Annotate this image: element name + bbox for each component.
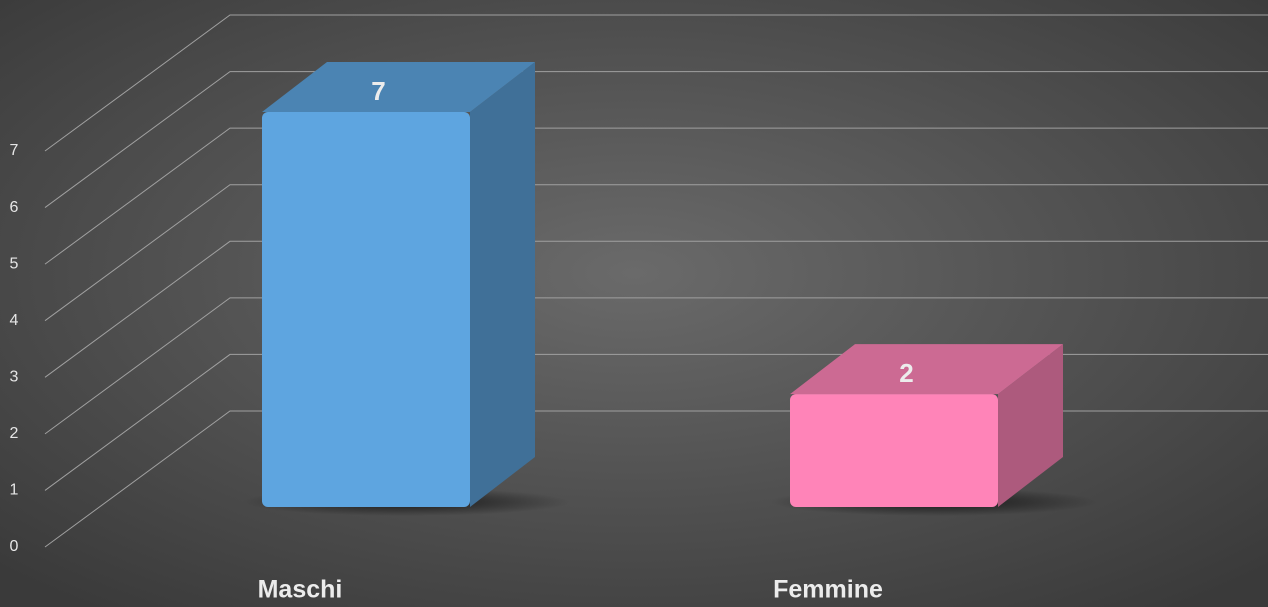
- grid-line: [44, 297, 1268, 435]
- grid-line: [44, 14, 1268, 152]
- y-tick-label: 7: [10, 142, 19, 159]
- grid-line: [44, 127, 1268, 265]
- y-tick-label: 2: [10, 425, 19, 442]
- y-tick-label: 3: [10, 369, 19, 386]
- data-label: 2: [899, 358, 913, 388]
- x-tick-label: Femmine: [773, 576, 883, 604]
- y-tick-label: 6: [10, 199, 19, 216]
- bar-side: [470, 62, 535, 507]
- y-tick-label: 4: [10, 312, 19, 329]
- y-tick-label: 5: [10, 255, 19, 272]
- bar-top: [790, 344, 1063, 395]
- bar: [262, 112, 470, 507]
- y-tick-label: 1: [10, 482, 19, 499]
- bar-top: [262, 62, 535, 112]
- x-tick-label: Maschi: [258, 576, 343, 604]
- grid-line: [44, 240, 1268, 378]
- bar-side: [998, 344, 1063, 507]
- bar: [790, 394, 998, 507]
- grid-line: [44, 184, 1268, 322]
- y-tick-label: 0: [10, 538, 19, 555]
- data-label: 7: [371, 76, 385, 106]
- grid-line: [44, 71, 1268, 208]
